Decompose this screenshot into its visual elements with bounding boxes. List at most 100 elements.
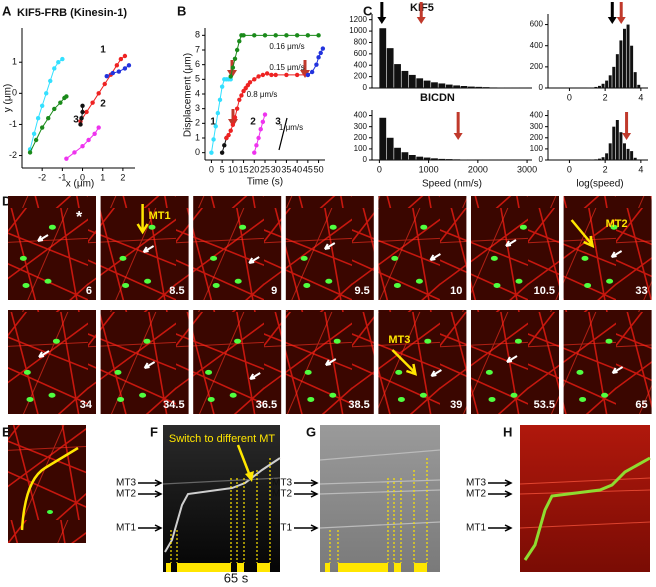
hist-bar [633,72,637,88]
white-arrow [506,355,518,363]
hist-bar [482,87,490,88]
kymo-trace [164,457,281,553]
switch-annotation: Switch to different MT [169,433,275,445]
y-tick-label: 1 [12,57,17,67]
point [234,47,240,53]
hist-bar [633,157,637,160]
green-spot [581,255,589,261]
point [252,33,257,38]
x-tick-label: 0 [567,92,572,102]
kymo-trace-h [523,456,651,561]
hist-bar [379,28,387,88]
point [264,71,270,76]
timestamp: 10.5 [534,285,555,297]
callout: * [76,209,83,226]
hist-bar [416,78,424,88]
green-spot [393,282,401,288]
label-arrow [294,524,319,532]
timestamp: 39 [450,399,462,411]
point [90,100,95,105]
hist-bar [408,74,416,88]
green-spot [48,224,56,230]
green-spot [143,338,151,344]
white-arrow [142,245,155,253]
panel-letter: F [150,424,158,439]
x-tick-label: 2 [603,92,608,102]
microscopy-frame [471,196,559,300]
point [39,125,45,130]
green-spot [19,255,27,261]
point [228,128,233,133]
point [122,66,128,71]
point [252,150,257,155]
label-arrow [294,479,319,487]
x-tick-label: 0 [377,164,382,174]
green-spot [304,369,312,375]
point [35,116,41,121]
green-spot [415,278,423,284]
mt-label: MT2 [272,489,292,500]
white-arrow [611,366,624,374]
hist-bar [445,159,453,160]
point [230,65,236,70]
point [314,62,319,67]
hist-bar [453,159,461,160]
mt-label: MT1 [116,523,136,534]
point [86,137,91,143]
y-tick-label: 1200 [349,15,367,24]
hist-bar [401,70,409,88]
y-tick-label: 300 [354,122,368,131]
microscopy-frame [8,196,96,300]
annotation: 0.8 μm/s [247,90,278,99]
y-tick-label: 3 [195,103,200,113]
green-spot [424,338,432,344]
marker-arrow [616,2,626,24]
green-spot [139,392,147,398]
marker-arrow [377,2,387,24]
kymo-g [320,425,440,572]
green-spot [307,396,315,402]
annotation: 2 [100,99,106,110]
point [222,143,227,148]
panel-letter: C [363,3,373,18]
point [213,124,218,129]
green-spot [119,255,127,261]
point [219,150,225,155]
yellow-arrow [136,204,149,235]
spot [47,510,53,514]
y-tick-label: 7 [195,44,200,54]
hist-bar [598,158,601,160]
green-spot [48,392,56,398]
yellow-arrow [391,349,418,376]
y-tick-label: 0 [539,155,544,164]
timestamp: 9.5 [355,285,370,297]
panel-letter: H [503,424,512,439]
x-axis-label: Time (s) [247,177,283,188]
y-tick-label: 400 [530,41,544,50]
x-tick-label: 40 [292,164,302,174]
annotation: 3 [73,115,79,126]
point [316,55,321,60]
hist-bar [630,151,634,160]
green-spot [606,278,614,284]
hist-bar [438,83,446,88]
timestamp: 53.5 [534,399,555,411]
kymo-h [520,425,650,572]
hist-bar [619,40,623,88]
hist-bar [601,83,605,88]
green-spot [122,282,130,288]
mt-label: MT1 [466,523,486,534]
label-arrow [488,524,513,532]
hist-bar [623,28,626,88]
point [226,132,231,138]
green-spot [44,278,52,284]
hist-bar [630,45,634,88]
x-axis-label: log(speed) [576,179,623,190]
point [80,144,85,149]
hist-bar [431,158,438,160]
timestamp: 65 [635,399,647,411]
hist-bar [637,159,641,160]
y-tick-label: 600 [530,20,544,29]
green-spot [510,392,518,398]
microscopy-frame [193,310,282,414]
